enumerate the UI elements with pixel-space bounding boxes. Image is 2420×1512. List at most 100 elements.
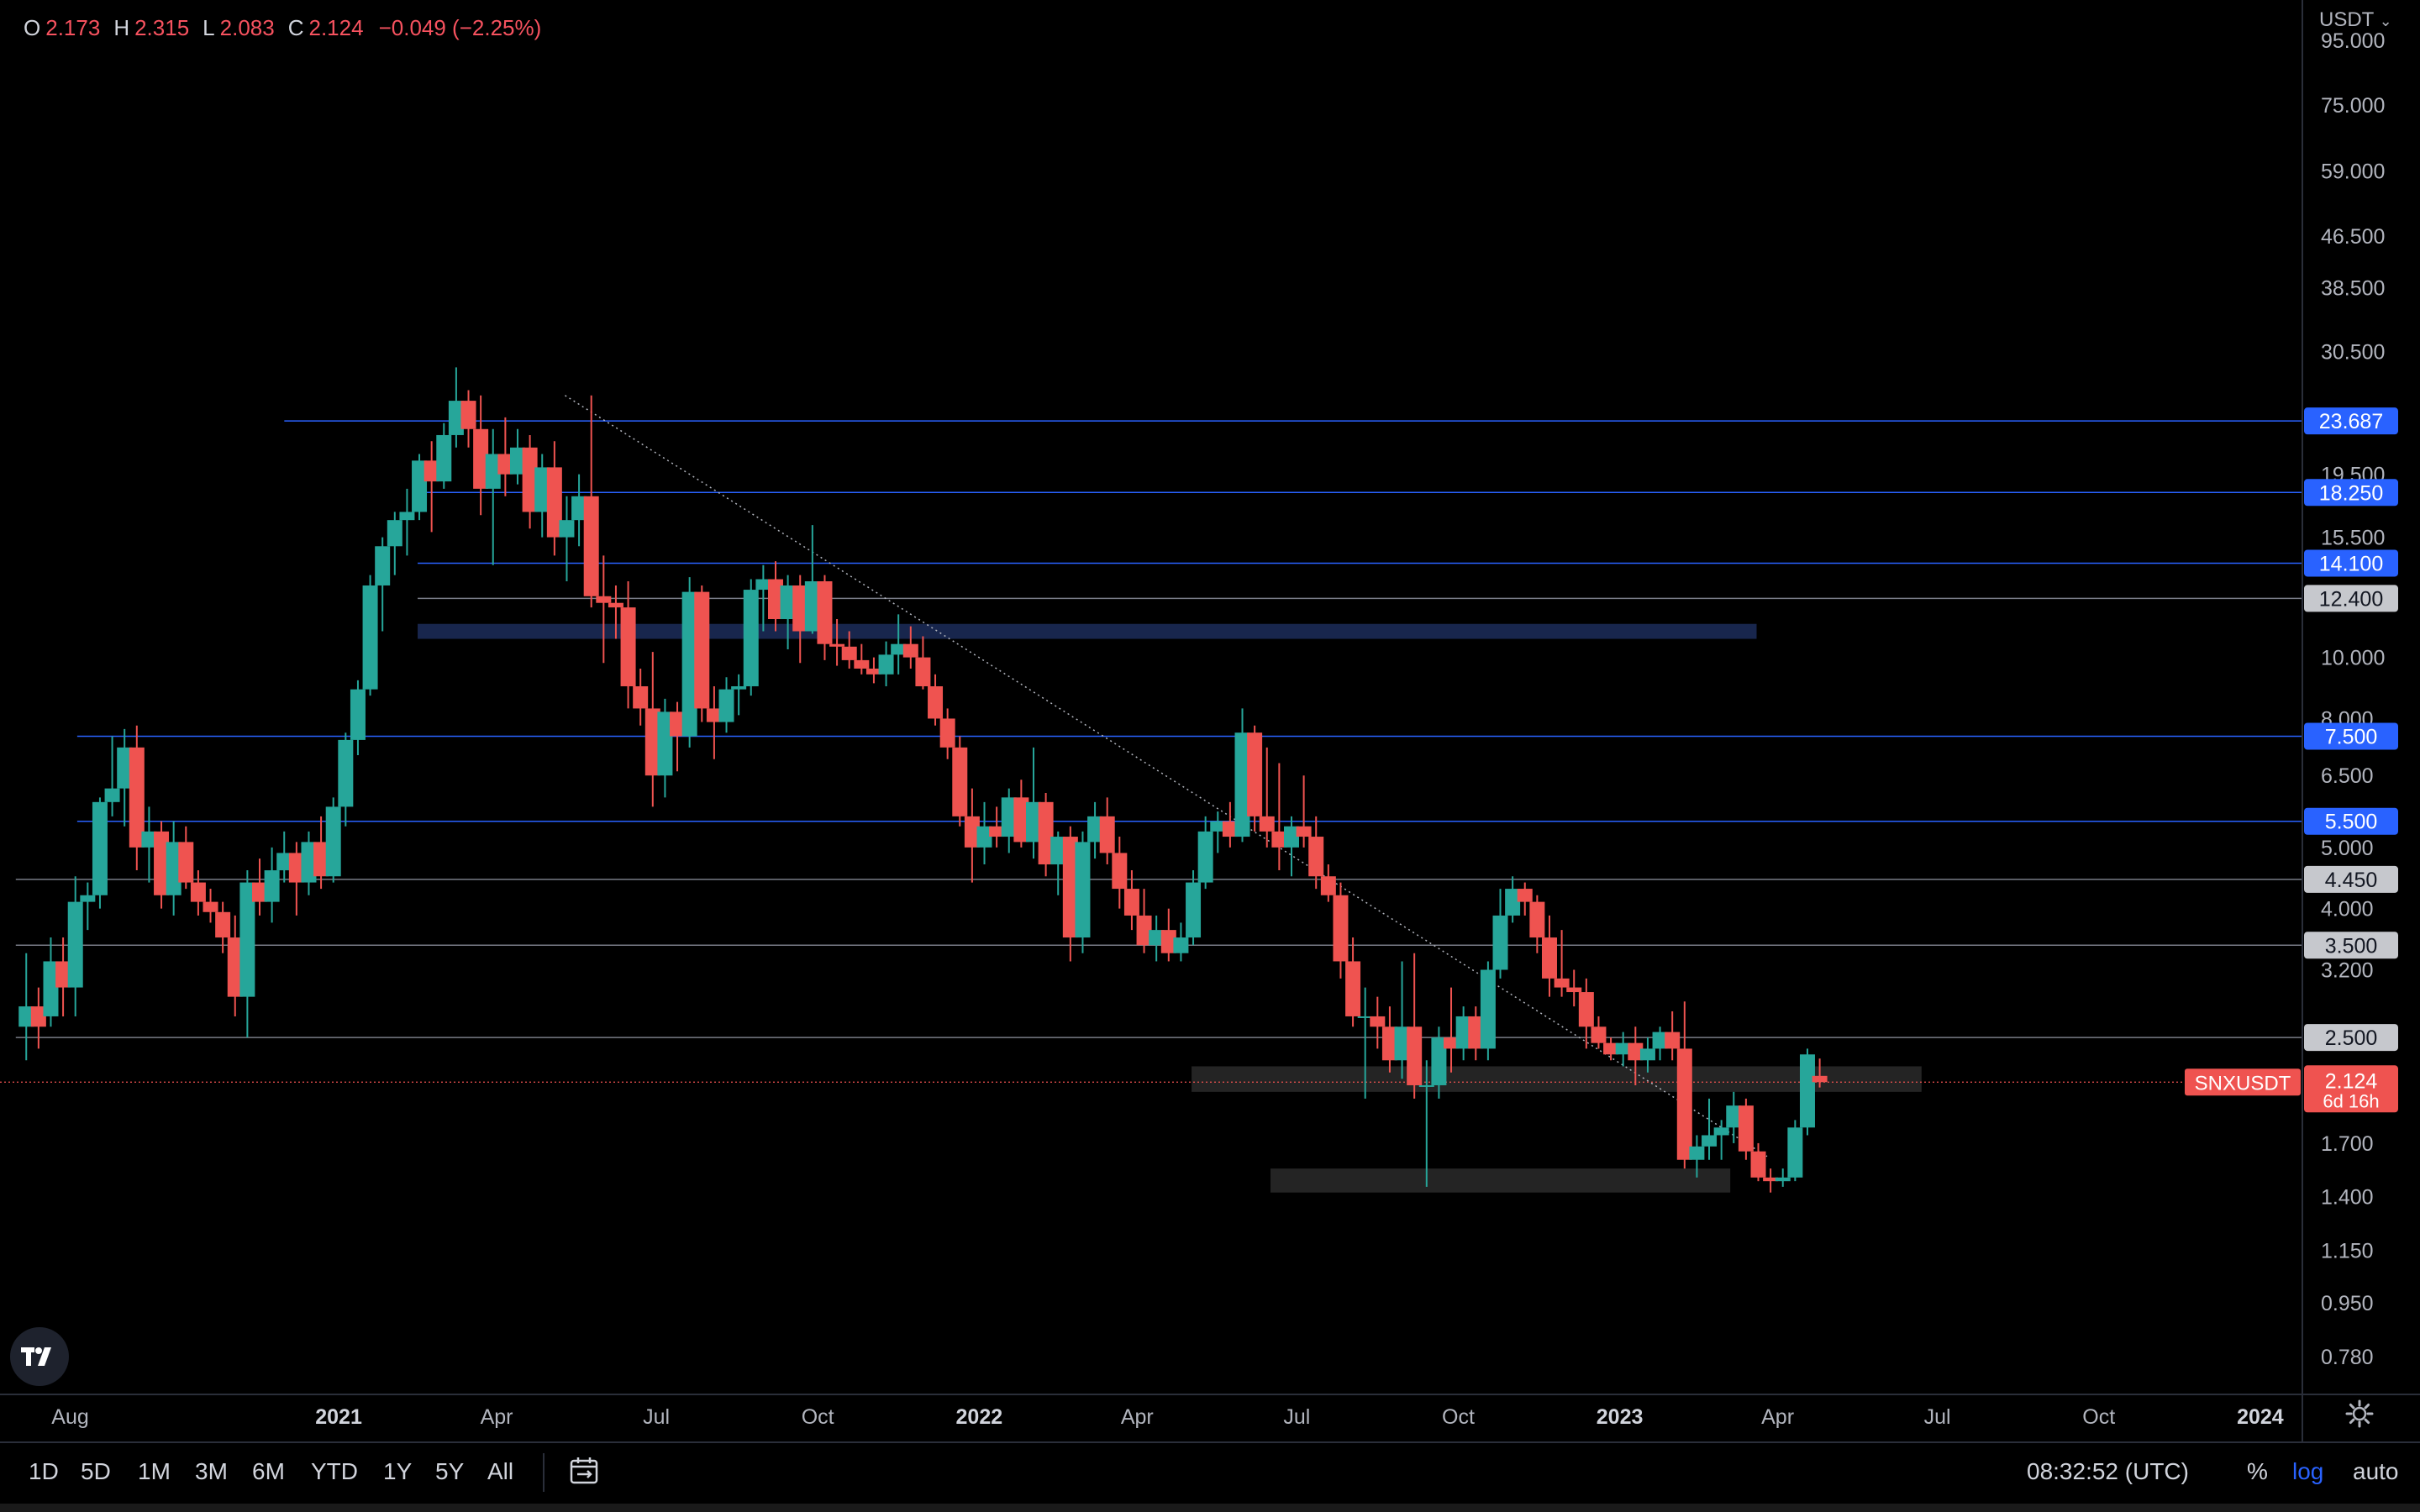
candle-body [620,607,636,687]
candle-body [473,428,489,489]
candle-body [1505,889,1521,916]
x-tick-label: Apr [481,1405,513,1429]
auto-toggle[interactable]: auto [2353,1458,2399,1484]
candle-body [767,579,783,620]
candle-body [989,826,1005,837]
candle-body [190,882,206,902]
candle-body [1062,837,1078,938]
ohlc-legend: O 2.173 H 2.315 L 2.083 C 2.124 −0.049 (… [24,15,541,41]
y-tick-label: 3.200 [2321,959,2374,983]
range-1y-button[interactable]: 1Y [383,1458,413,1484]
candle-body [1247,732,1263,816]
candle-body [399,512,415,521]
range-all-button[interactable]: All [487,1458,514,1484]
candle-body [104,788,120,802]
candle-body [1197,831,1213,883]
percent-toggle[interactable]: % [2247,1458,2268,1484]
low-value: 2.083 [219,15,275,40]
y-tick-label: 0.950 [2321,1292,2374,1315]
candle-body [424,460,439,482]
range-6m-button[interactable]: 6M [252,1458,285,1484]
candle-body [436,434,452,482]
candle-body [1075,842,1091,938]
candle-body [375,546,391,585]
currency-selector[interactable]: USDT ⌄ [2319,8,2392,32]
candle-body [1566,987,1582,993]
candle-body [706,708,722,722]
candle-body [1173,937,1189,953]
candle-body [1713,1127,1729,1136]
trendline [565,395,1768,1158]
level-price-badge [2304,549,2398,577]
level-price-label: 2.500 [2325,1026,2378,1050]
candle-body [546,467,562,538]
candle-body [239,882,255,997]
range-3m-button[interactable]: 3M [195,1458,228,1484]
candle-body [1381,1026,1397,1061]
candle-body [583,496,599,596]
candle-body [325,806,341,877]
candle-body [387,520,402,547]
calendar-range-icon[interactable] [570,1457,600,1491]
candle-body [1517,889,1533,902]
x-tick-label: Aug [51,1405,88,1429]
x-tick-label: Oct [802,1405,834,1429]
range-ytd-button[interactable]: YTD [311,1458,358,1484]
level-price-badge [2304,932,2398,959]
candle-body [227,937,243,997]
gear-icon[interactable] [2344,1399,2375,1429]
candle-body [1112,853,1128,890]
level-price-badge [2304,479,2398,507]
candle-body [743,590,759,687]
currency-label: USDT [2319,8,2374,31]
level-price-label: 7.500 [2325,726,2378,749]
candle-body [1333,895,1349,962]
candle-body [1444,1037,1460,1049]
level-price-badge [2304,807,2398,835]
zone-box [1270,1168,1731,1193]
candle-body [1320,876,1336,895]
candle-body [1431,1037,1447,1085]
y-tick-label: 1.400 [2321,1185,2374,1209]
candle-body [43,961,59,1016]
range-5y-button[interactable]: 5Y [435,1458,465,1484]
candle-body [276,853,292,871]
x-tick-label: 2022 [956,1405,1003,1429]
current-price-label: 2.124 [2325,1069,2378,1093]
range-5d-button[interactable]: 5D [81,1458,111,1484]
utc-clock[interactable]: 08:32:52 (UTC) [2027,1458,2189,1484]
candle-body [154,831,170,895]
y-tick-label: 38.500 [2321,277,2385,301]
candle-body [1541,937,1557,979]
candle-body [780,585,796,620]
level-price-label: 12.400 [2319,587,2383,611]
candle-body [166,842,182,895]
candle-body [891,643,907,655]
candle-body [1591,1026,1607,1043]
price-chart[interactable]: 95.00075.00059.00046.50038.50030.50019.5… [0,0,2420,1441]
level-price-label: 23.687 [2319,410,2383,433]
y-tick-label: 4.000 [2321,898,2374,921]
candle-body [141,831,157,848]
symbol-label: SNXUSDT [2195,1072,2291,1095]
candle-body [1665,1032,1681,1049]
zone-box [418,623,1757,639]
log-toggle[interactable]: log [2292,1458,2324,1484]
candle-body [976,826,992,848]
candle-body [1149,930,1165,946]
chevron-down-icon: ⌄ [2379,13,2392,29]
range-1d-button[interactable]: 1D [29,1458,59,1484]
candle-body [731,686,747,690]
x-tick-label: Apr [1761,1405,1794,1429]
candle-body [841,646,857,660]
toolbar-divider [543,1453,544,1492]
candle-body [1603,1042,1619,1055]
x-tick-label: 2024 [2237,1405,2284,1429]
range-1m-button[interactable]: 1M [138,1458,171,1484]
candle-body [1050,837,1066,865]
candle-body [288,853,304,883]
candle-body [1676,1048,1692,1160]
level-price-label: 4.450 [2325,869,2378,892]
candle-body [902,643,918,658]
tradingview-logo-icon[interactable] [10,1327,69,1386]
